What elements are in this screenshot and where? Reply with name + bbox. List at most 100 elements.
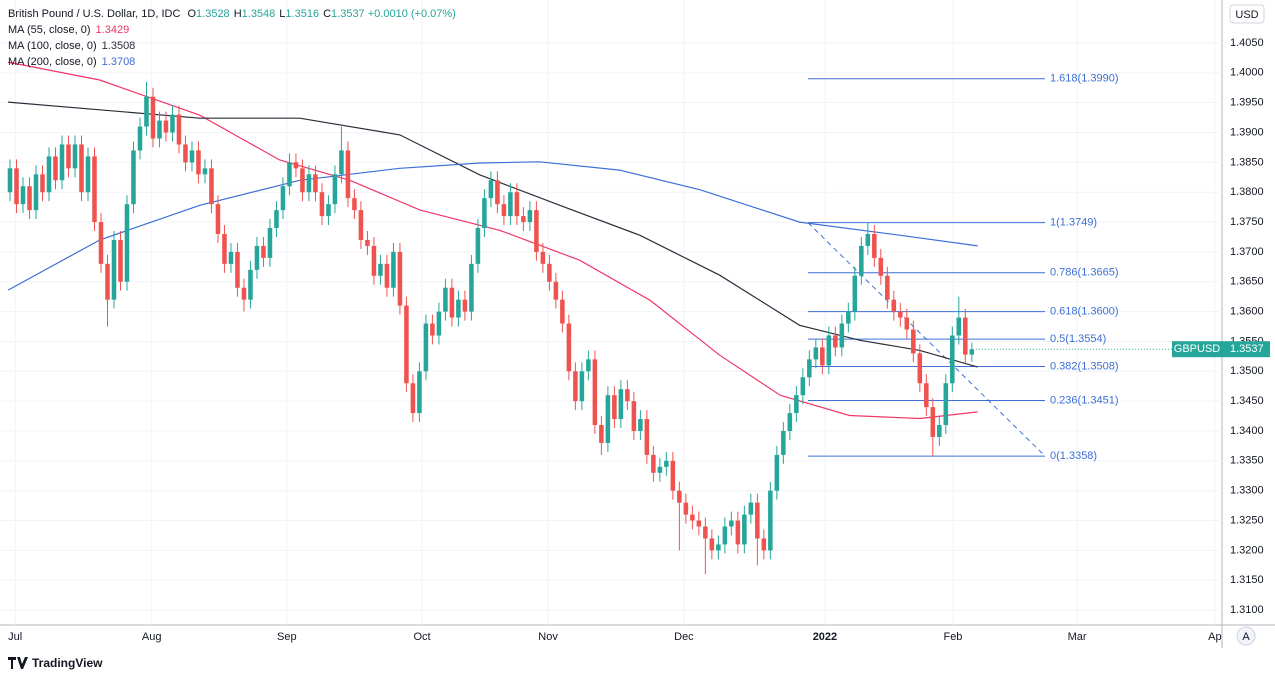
candle-body — [839, 323, 845, 348]
candle-body — [677, 490, 682, 503]
auto-scale-label: A — [1242, 631, 1250, 643]
candle-body — [456, 299, 461, 318]
candle-body — [943, 383, 949, 426]
candle-body — [644, 419, 650, 455]
candle-body — [118, 239, 123, 282]
ma-name: MA (200, close, 0) — [8, 56, 97, 68]
candle-body — [40, 174, 45, 193]
candle-body — [326, 204, 331, 217]
candle-body — [846, 311, 851, 324]
candle-body — [813, 347, 819, 360]
candle-body — [339, 150, 344, 175]
candle-body — [137, 126, 143, 151]
candle-body — [358, 210, 364, 240]
ma-legend-item[interactable]: MA (200, close, 0) 1.3708 — [8, 54, 456, 70]
ohlc-value: 1.3548 — [241, 8, 276, 20]
candle-body — [72, 144, 78, 169]
candle-body — [235, 251, 240, 288]
candle-body — [566, 323, 572, 372]
candle-body — [475, 228, 481, 264]
candle-body — [365, 239, 370, 246]
x-tick-label: Sep — [277, 631, 297, 643]
y-tick-label: 1.3850 — [1230, 156, 1264, 168]
candle-body — [105, 263, 110, 300]
candle-body — [638, 419, 643, 431]
candle-body — [631, 401, 637, 431]
fib-label: 1(1.3749) — [1050, 217, 1097, 229]
candle-body — [176, 114, 182, 145]
candle-body — [950, 335, 955, 384]
candle-body — [963, 317, 968, 355]
candle-body — [287, 162, 292, 187]
ohlc-value: 1.3528 — [196, 8, 230, 20]
candle-body — [904, 317, 910, 330]
candle-body — [345, 150, 351, 199]
ohlc-key: C — [323, 8, 332, 20]
y-tick-label: 1.3650 — [1230, 276, 1264, 288]
candle-body — [20, 186, 26, 205]
ma-legend-item[interactable]: MA (100, close, 0) 1.3508 — [8, 38, 456, 54]
candle-body — [930, 407, 936, 437]
candle-body — [800, 377, 806, 396]
candle-body — [482, 198, 487, 229]
candle-body — [781, 430, 786, 455]
auto-scale-button[interactable] — [1236, 626, 1256, 646]
footer: TradingView — [8, 656, 102, 670]
y-tick-label: 1.3900 — [1230, 126, 1264, 138]
candle-body — [774, 454, 780, 491]
candle-body — [501, 204, 507, 217]
ma-line — [7, 161, 978, 291]
candle-body — [612, 395, 617, 420]
candle-body — [969, 349, 975, 355]
fib-label: 0.382(1.3508) — [1050, 360, 1119, 372]
candle-body — [651, 454, 656, 473]
candle-body — [306, 174, 312, 193]
footer-brand: TradingView — [32, 656, 103, 670]
y-tick-label: 1.3750 — [1230, 216, 1264, 228]
candle-body — [761, 538, 767, 551]
candle-body — [228, 251, 234, 264]
candle-body — [293, 162, 299, 169]
fib-label: 0.5(1.3554) — [1050, 333, 1106, 345]
candle-body — [716, 544, 721, 551]
candle-body — [924, 383, 929, 408]
y-tick-label: 1.3700 — [1230, 246, 1264, 258]
candle-body — [852, 275, 858, 312]
candle-body — [215, 204, 221, 235]
candle-body — [540, 251, 546, 264]
x-tick-label: Aug — [142, 631, 162, 643]
candle-body — [462, 299, 468, 312]
x-tick-label: Nov — [538, 631, 558, 643]
x-tick-label: Mar — [1068, 631, 1087, 643]
price-tag — [1222, 341, 1270, 358]
symbol-tag-label: GBPUSD — [1174, 343, 1221, 355]
candle-body — [410, 383, 416, 414]
candle-body — [534, 210, 539, 252]
x-tick-label: Ap — [1208, 631, 1221, 643]
candle-body — [729, 520, 734, 527]
y-tick-label: 1.3950 — [1230, 97, 1264, 109]
candle-body — [202, 168, 208, 175]
candle-body — [657, 466, 663, 473]
ma-legend-item[interactable]: MA (55, close, 0) 1.3429 — [8, 22, 456, 38]
grid — [0, 0, 1222, 625]
ma-line — [7, 61, 978, 420]
candle-body — [92, 156, 97, 223]
candle-body — [605, 395, 611, 443]
symbol-tag — [1172, 341, 1222, 358]
candle-body — [449, 287, 455, 318]
ma-legend: MA (55, close, 0) 1.3429 MA (100, close, 0… — [8, 22, 456, 70]
candle-body — [196, 150, 201, 175]
currency-box[interactable] — [1229, 4, 1265, 24]
candle-body — [189, 150, 195, 163]
y-tick-label: 1.3800 — [1230, 186, 1264, 198]
x-tick-label: Dec — [674, 631, 694, 643]
candle-body — [443, 287, 448, 312]
candle-body — [891, 299, 897, 312]
ohlc-value: 1.3537 — [331, 8, 365, 20]
candle-body — [703, 526, 708, 539]
candle-body — [833, 335, 838, 348]
candle-body — [911, 329, 916, 354]
candle-body — [436, 311, 442, 336]
